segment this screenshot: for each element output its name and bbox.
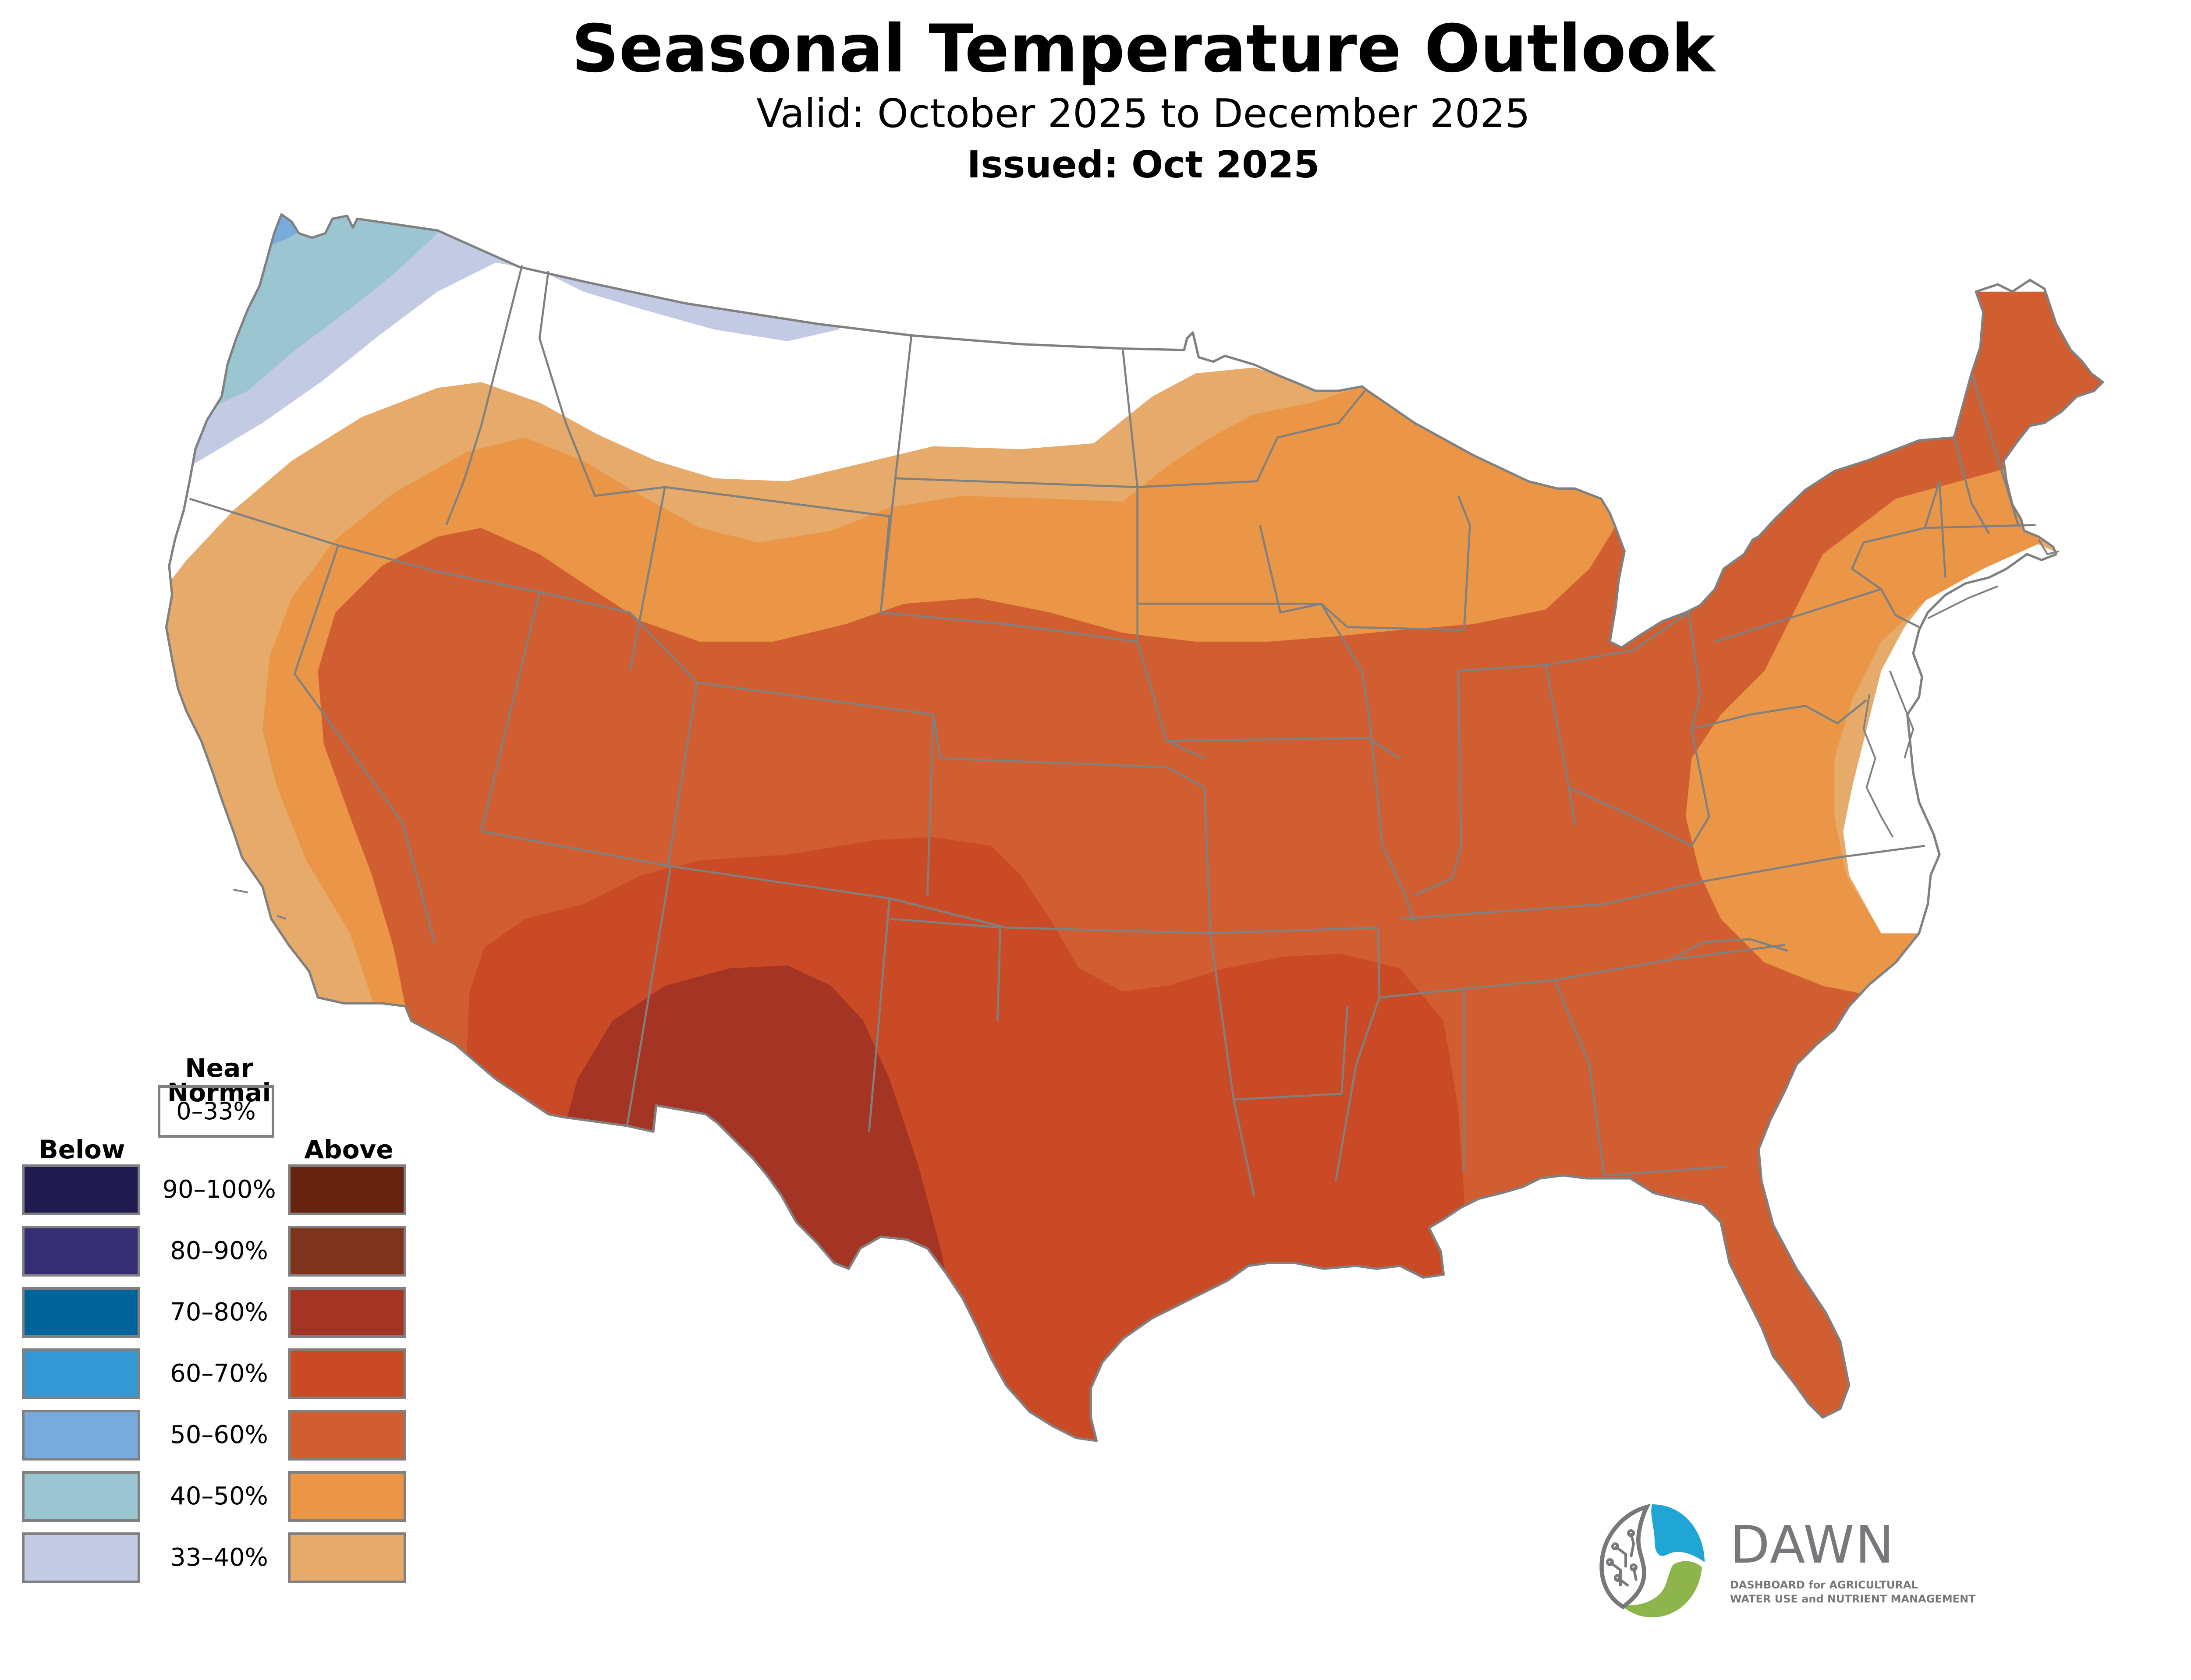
legend-swatch-below bbox=[22, 1348, 140, 1399]
legend-swatch-above bbox=[288, 1348, 406, 1399]
legend-range-label: 80–90% bbox=[170, 1237, 268, 1265]
legend-swatch-above bbox=[288, 1410, 406, 1461]
legend-row: 50–60% bbox=[0, 1410, 438, 1462]
legend-row: 70–80% bbox=[0, 1287, 438, 1340]
legend-range-label: 50–60% bbox=[170, 1421, 268, 1449]
state-line bbox=[626, 866, 672, 1126]
legend-range-label: 60–70% bbox=[170, 1359, 268, 1388]
channel-islands bbox=[233, 888, 286, 920]
state-line bbox=[868, 898, 891, 1132]
legend-near-normal-swatch: 0–33% bbox=[158, 1085, 274, 1138]
legend-above-heading: Above bbox=[304, 1135, 394, 1164]
dawn-logo-tagline-line1: DASHBOARD for AGRICULTURAL bbox=[1730, 1579, 1918, 1591]
state-line bbox=[1233, 1099, 1255, 1196]
state-line bbox=[1458, 664, 1576, 826]
legend-range-label: 40–50% bbox=[170, 1482, 268, 1510]
delmarva-coast bbox=[1889, 670, 1914, 759]
state-line bbox=[1166, 737, 1400, 760]
legend-row: 60–70% bbox=[0, 1348, 438, 1401]
state-line bbox=[1714, 588, 1920, 643]
dawn-logo-wordmark: DAWN bbox=[1730, 1514, 1895, 1575]
legend-swatch-above bbox=[288, 1471, 406, 1522]
state-line bbox=[445, 265, 523, 526]
state-line bbox=[1334, 927, 1381, 1181]
state-line bbox=[1400, 845, 1925, 920]
state-line bbox=[1414, 671, 1462, 897]
state-line bbox=[1953, 437, 1990, 534]
logo-circuit-drop bbox=[1599, 1503, 1651, 1609]
state-line bbox=[189, 498, 631, 614]
state-line bbox=[1259, 524, 1322, 614]
state-line bbox=[1546, 611, 1702, 730]
long-island bbox=[1927, 585, 1998, 619]
legend-row: 33–40% bbox=[0, 1532, 438, 1585]
state-line bbox=[480, 592, 541, 832]
state-line bbox=[629, 487, 666, 671]
state-line bbox=[1320, 603, 1416, 922]
state-line bbox=[629, 612, 942, 759]
logo-green-leaf bbox=[1620, 1561, 1702, 1617]
state-line bbox=[1925, 524, 2036, 529]
chesapeake-bay bbox=[1862, 694, 1894, 838]
state-line bbox=[1457, 495, 1471, 630]
logo-blue-drop bbox=[1651, 1504, 1705, 1562]
state-line bbox=[538, 271, 665, 497]
legend-swatch-above bbox=[288, 1287, 406, 1338]
legend-row: 40–50% bbox=[0, 1471, 438, 1524]
state-line bbox=[1691, 699, 1868, 730]
state-line bbox=[940, 757, 1212, 934]
cape-cod bbox=[2038, 539, 2060, 555]
state-line bbox=[481, 830, 1378, 934]
valid-period: Valid: October 2025 to December 2025 bbox=[756, 91, 1530, 137]
legend-range-label: 90–100% bbox=[162, 1175, 276, 1204]
map-title: Seasonal Temperature Outlook bbox=[571, 11, 1715, 87]
legend-near-line2: Normal bbox=[167, 1078, 271, 1107]
state-line bbox=[895, 477, 1138, 488]
legend-range-label: 70–80% bbox=[170, 1298, 268, 1326]
legend-swatch-above bbox=[288, 1532, 406, 1583]
state-line bbox=[889, 917, 1002, 1021]
state-line bbox=[1851, 481, 1941, 590]
coastal-details bbox=[233, 539, 2060, 920]
state-line bbox=[1209, 933, 1349, 1101]
legend-range-label: 33–40% bbox=[170, 1543, 268, 1572]
logo-circuit-traces bbox=[1606, 1529, 1638, 1587]
state-line bbox=[667, 682, 698, 867]
state-line bbox=[1137, 602, 1464, 631]
zone-above-60-70 bbox=[466, 837, 1464, 1441]
state-line bbox=[1553, 980, 1727, 1177]
legend-row: 80–90% bbox=[0, 1226, 438, 1278]
dawn-logo-mark-icon bbox=[1599, 1503, 1705, 1617]
dawn-logo: DAWN DASHBOARD for AGRICULTURAL WATER US… bbox=[1586, 1494, 2046, 1630]
legend-swatch-below bbox=[22, 1287, 140, 1338]
legend-swatch-below bbox=[22, 1226, 140, 1277]
legend-below-heading: Below bbox=[39, 1135, 125, 1164]
state-line bbox=[926, 714, 935, 896]
state-line bbox=[293, 545, 436, 943]
dawn-logo-tagline-line2: WATER USE and NUTRIENT MANAGEMENT bbox=[1730, 1593, 1976, 1605]
legend-swatch-below bbox=[22, 1410, 140, 1461]
state-boundaries bbox=[189, 265, 2036, 1196]
state-line bbox=[1670, 938, 1788, 961]
legend-near-line1: Near bbox=[185, 1053, 253, 1083]
legend-swatch-below bbox=[22, 1164, 140, 1215]
legend-swatch-above bbox=[288, 1226, 406, 1277]
legend: Near Normal 0–33% Below Above 90–100% 80… bbox=[0, 1051, 438, 1665]
legend-swatch-below bbox=[22, 1532, 140, 1583]
legend-row: 90–100% bbox=[0, 1164, 438, 1217]
legend-swatch-below bbox=[22, 1471, 140, 1522]
legend-swatch-above bbox=[288, 1164, 406, 1215]
state-line bbox=[1136, 390, 1366, 604]
state-line bbox=[1938, 481, 1946, 578]
state-line bbox=[879, 335, 1138, 643]
state-line bbox=[1568, 729, 1710, 847]
legend-near-normal-heading: Near Normal bbox=[131, 1053, 307, 1107]
dawn-logo-tagline: DASHBOARD for AGRICULTURAL WATER USE and… bbox=[1730, 1578, 1976, 1606]
issued-date: Issued: Oct 2025 bbox=[967, 143, 1320, 187]
